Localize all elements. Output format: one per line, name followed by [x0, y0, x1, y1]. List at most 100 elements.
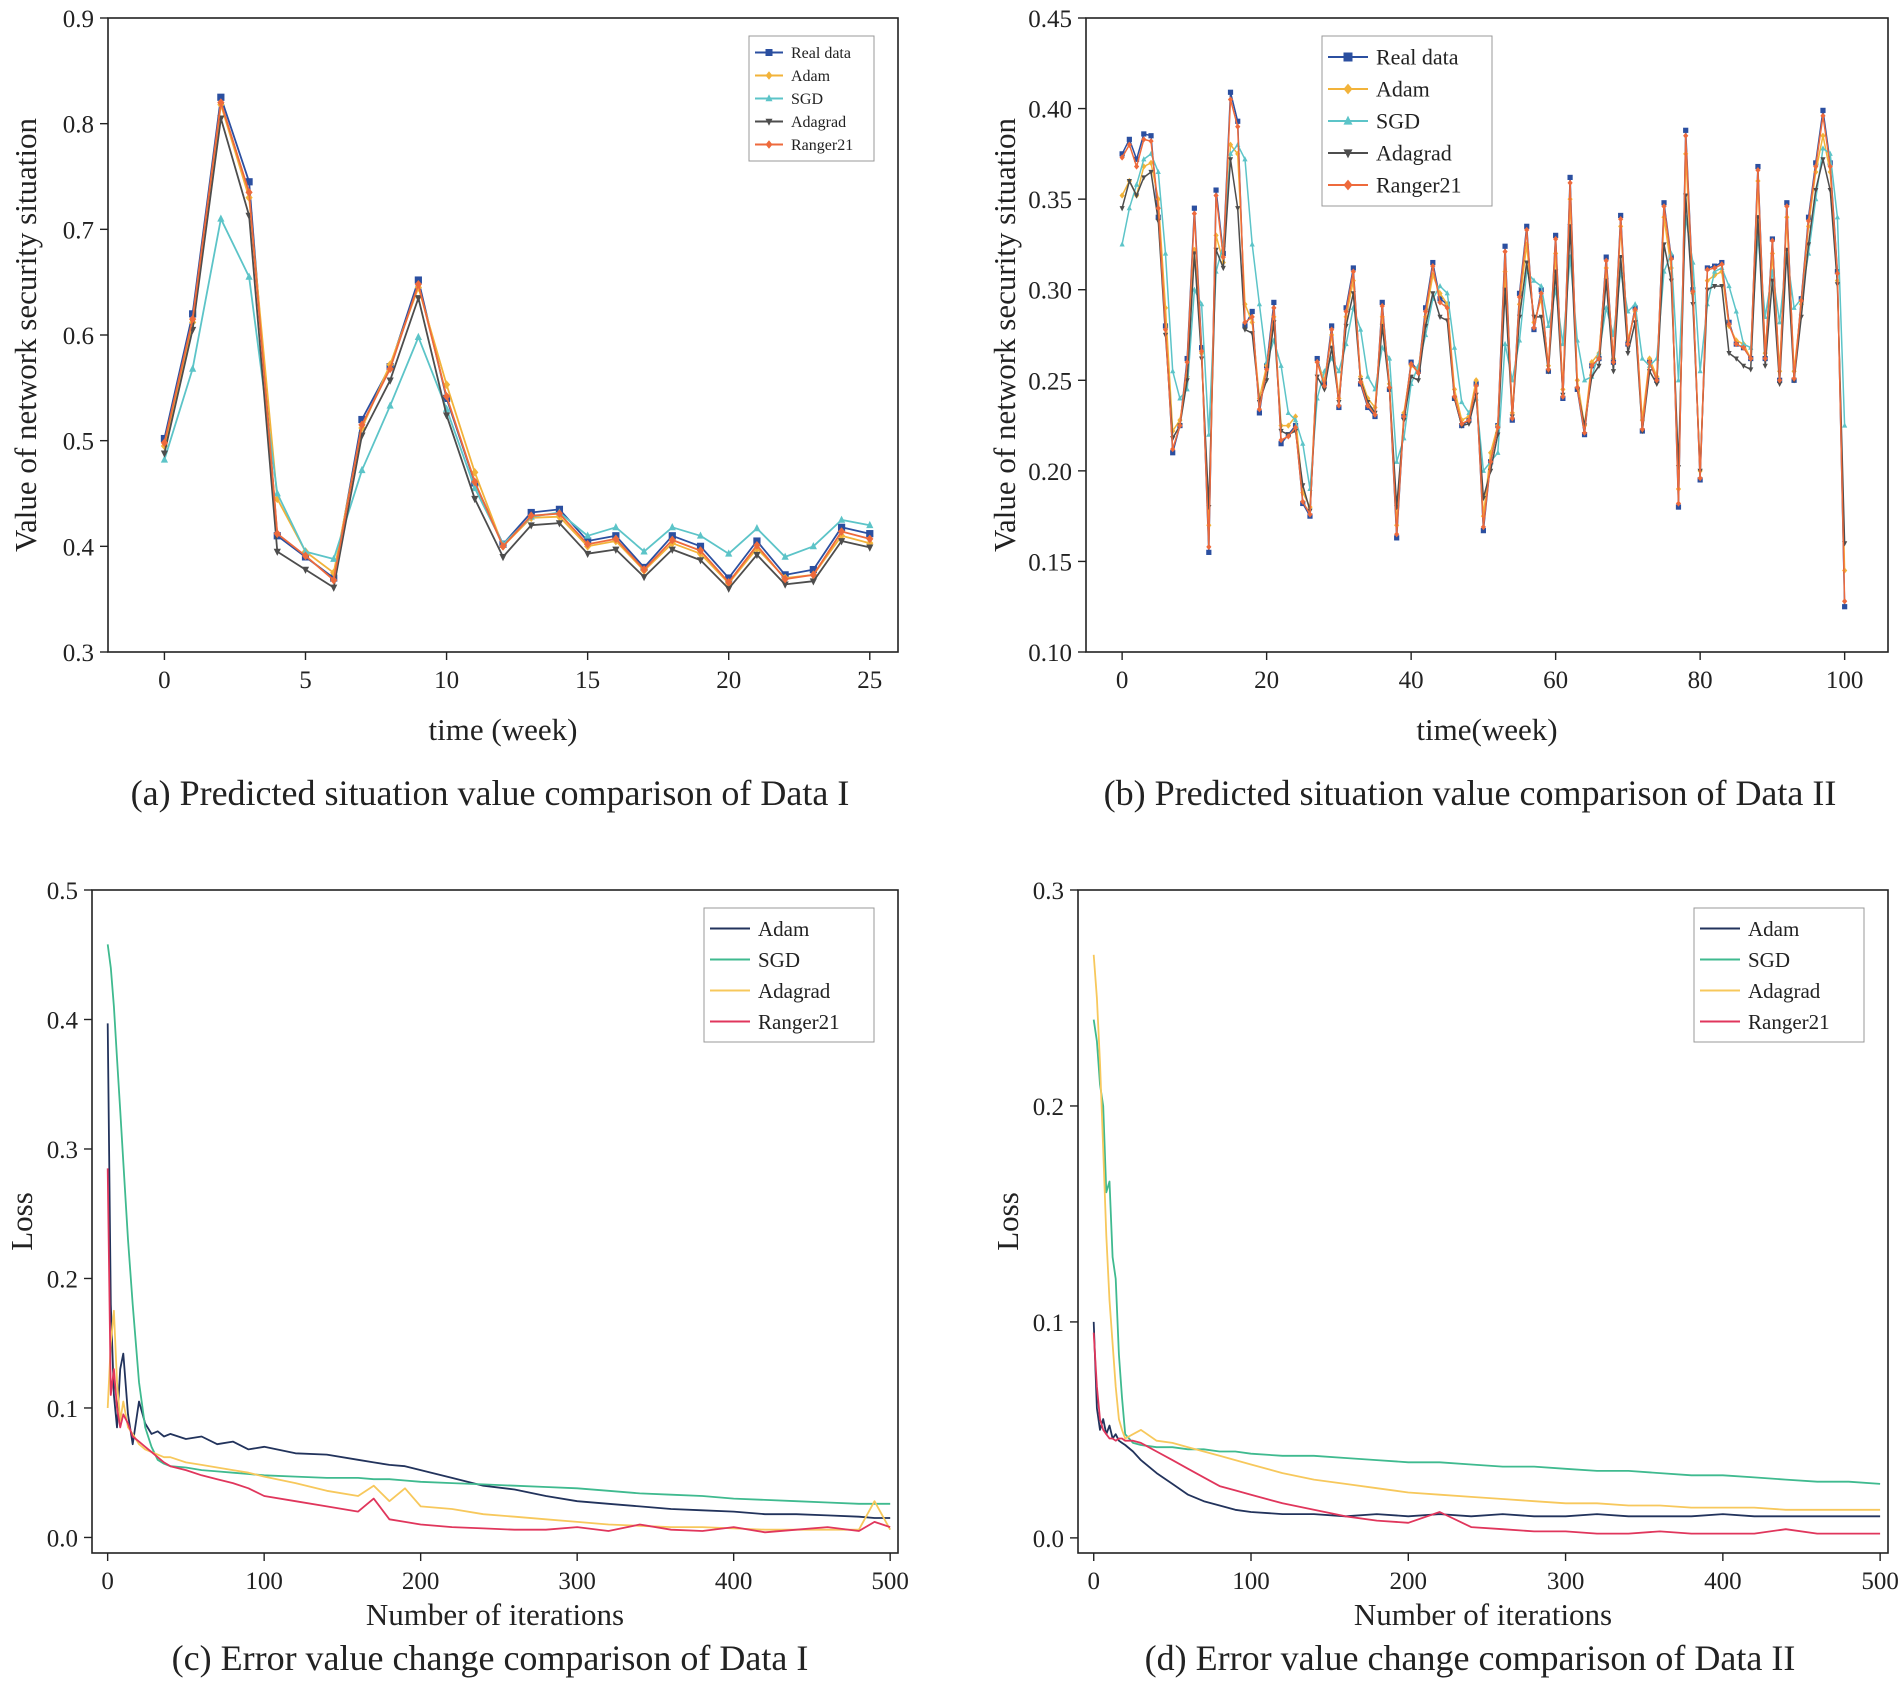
x-tick-label: 0 [101, 1568, 114, 1595]
plot-frame [1085, 17, 1889, 653]
figure-caption: (b) Predicted situation value comparison… [1104, 773, 1837, 813]
x-axis-label: Number of iterations [1354, 1597, 1612, 1632]
data-point [1574, 384, 1580, 391]
x-axis-label: time (week) [429, 712, 578, 747]
y-tick-label: 0.10 [1028, 640, 1072, 667]
data-point [330, 575, 338, 585]
data-point [386, 364, 394, 374]
data-point [1748, 367, 1754, 373]
y-axis-label: Loss [990, 1192, 1025, 1251]
series-line [106, 944, 891, 1505]
data-point [414, 332, 422, 340]
data-point [1170, 368, 1176, 374]
data-point [160, 455, 169, 463]
data-point [1357, 378, 1364, 386]
data-point [1256, 301, 1263, 307]
data-point [217, 98, 225, 107]
data-point [1220, 265, 1226, 272]
data-point [1126, 136, 1132, 142]
x-tick-label: 25 [857, 667, 882, 694]
data-point [1321, 382, 1328, 389]
y-tick-label: 0.2 [1033, 1094, 1064, 1121]
x-tick-label: 60 [1543, 667, 1568, 694]
data-point [1459, 420, 1465, 427]
data-point [273, 489, 281, 497]
y-tick-label: 0.45 [1028, 6, 1072, 33]
data-point [1119, 192, 1125, 199]
data-point [866, 544, 874, 552]
data-point [1155, 168, 1161, 175]
series-adam [106, 1023, 891, 1519]
data-point [1531, 324, 1537, 331]
data-point [1610, 359, 1617, 366]
data-point [1726, 351, 1732, 357]
legend-marker [765, 71, 773, 80]
data-point [1603, 254, 1609, 260]
data-point [1213, 187, 1219, 193]
legend-label: Ranger21 [791, 137, 853, 154]
data-point [1632, 301, 1638, 307]
data-point [1119, 241, 1125, 247]
data-point [414, 295, 422, 303]
data-point [1430, 291, 1436, 297]
data-point [1834, 270, 1841, 277]
legend-item: Real data [1328, 45, 1459, 70]
data-point [1711, 284, 1718, 290]
data-point [1480, 523, 1486, 531]
series-line [106, 1309, 891, 1531]
data-point [1538, 282, 1544, 289]
x-tick-label: 0 [158, 667, 171, 694]
data-point [1473, 382, 1479, 389]
data-point [1256, 410, 1263, 416]
data-point [1842, 604, 1848, 610]
data-point [1502, 243, 1508, 249]
data-point [1545, 366, 1552, 373]
y-axis-label: Value of network security situation [8, 118, 43, 552]
legend: Real data Adam SGD Adagrad Ranger21 [1321, 35, 1493, 207]
data-point [1235, 123, 1241, 130]
y-tick-label: 0.1 [47, 1396, 78, 1423]
data-point [1777, 377, 1783, 384]
series-sgd [1092, 1019, 1881, 1485]
data-point [1379, 299, 1385, 305]
data-point [1235, 150, 1241, 157]
data-point [1227, 89, 1234, 95]
legend-item: SGD [755, 91, 823, 108]
data-point [1444, 290, 1450, 296]
series-ranger21 [1119, 96, 1848, 605]
series-adagrad [1119, 157, 1848, 547]
data-point [781, 552, 789, 560]
data-point [1524, 260, 1530, 266]
data-point [1813, 188, 1819, 194]
legend-label: Adagrad [1748, 979, 1821, 1003]
data-point [1697, 474, 1703, 482]
data-point [1791, 304, 1797, 310]
data-point [189, 314, 197, 324]
data-point [1292, 417, 1299, 423]
data-point [301, 547, 310, 555]
data-point [1386, 384, 1393, 391]
data-point [1820, 112, 1826, 119]
figure-caption: (c) Error value change comparison of Dat… [172, 1638, 809, 1678]
data-point [1220, 253, 1226, 261]
data-point [1206, 549, 1212, 555]
legend-item: Adagrad [710, 979, 831, 1003]
data-point [1596, 355, 1602, 362]
legend-label: SGD [758, 948, 800, 972]
data-point [1603, 304, 1609, 310]
data-point [1184, 359, 1190, 366]
x-tick-label: 0 [1087, 1568, 1100, 1595]
data-point [499, 554, 507, 562]
data-point [442, 412, 451, 420]
legend-marker [1343, 179, 1353, 191]
data-point [414, 279, 422, 289]
data-point [160, 438, 169, 448]
data-point [1726, 282, 1732, 289]
x-tick-label: 20 [1254, 667, 1279, 694]
legend-item: Ranger21 [1328, 173, 1462, 198]
data-point [1625, 351, 1631, 357]
series-adagrad [106, 1309, 891, 1531]
data-point [1740, 344, 1747, 351]
data-point [1777, 319, 1783, 325]
